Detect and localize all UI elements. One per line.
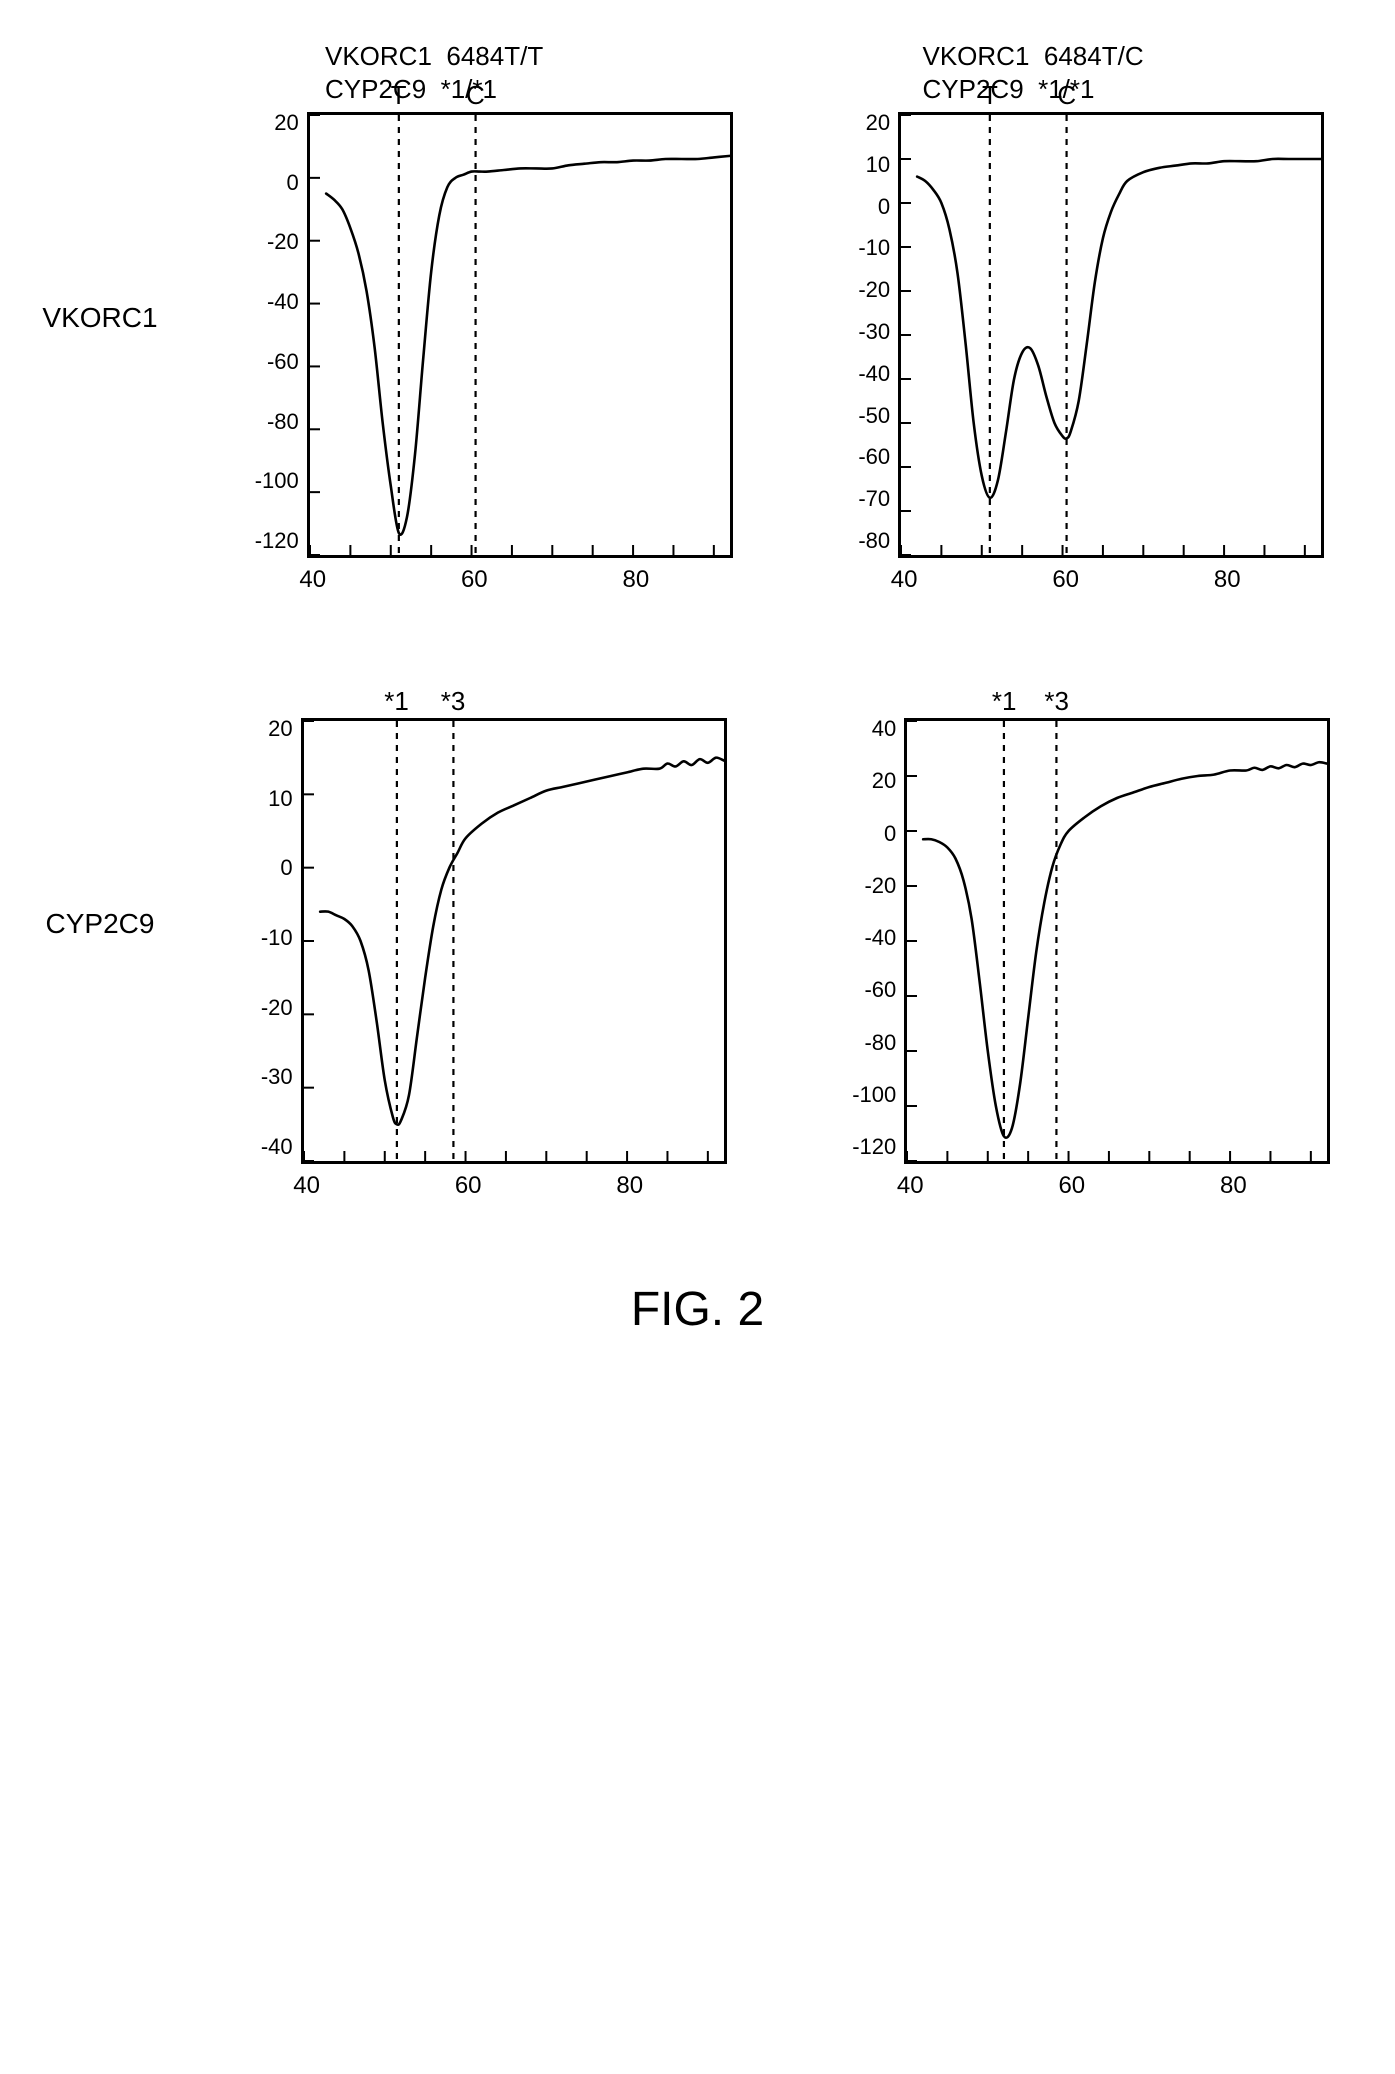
- y-tick-label: 0: [878, 196, 890, 218]
- plot-svg: [310, 115, 730, 555]
- x-axis-labels: 406080: [904, 558, 1324, 596]
- plot-area: *1*3: [301, 718, 727, 1164]
- x-tick-label: 80: [1214, 566, 1241, 594]
- y-tick-label: -20: [864, 875, 896, 897]
- data-curve: [320, 758, 724, 1125]
- marker-label: *3: [1044, 686, 1069, 717]
- y-tick-label: -100: [255, 470, 299, 492]
- row-label: VKORC1: [40, 302, 160, 334]
- y-tick-label: 0: [280, 857, 292, 879]
- x-axis-labels: 406080: [910, 1164, 1330, 1202]
- y-tick-label: -10: [261, 927, 293, 949]
- figure-page: VKORC1 VKORC1 6484T/T CYP2C9 *1/*1 20 0 -20 -…: [40, 40, 1355, 1337]
- plot-wrap: 20 0 -20 -40 -60 -80 -100 -120 TC 40 60 80: [255, 112, 733, 596]
- y-tick-label: -20: [267, 231, 299, 253]
- y-tick-label: -30: [261, 1066, 293, 1088]
- row-label: CYP2C9: [40, 908, 160, 940]
- x-tick-label: 40: [293, 1172, 320, 1200]
- y-tick-label: -60: [864, 979, 896, 1001]
- y-axis-labels: 20 10 0 -10 -20 -30 -40: [261, 718, 301, 1158]
- plot-area: *1*3: [904, 718, 1330, 1164]
- y-tick-label: -40: [261, 1136, 293, 1158]
- marker-label: C: [466, 80, 485, 111]
- plot-area: TC: [307, 112, 733, 558]
- x-tick-label: 80: [622, 566, 649, 594]
- y-tick-label: -40: [267, 291, 299, 313]
- y-tick-label: 20: [866, 112, 890, 134]
- y-tick-label: -80: [864, 1032, 896, 1054]
- plot-svg: [304, 721, 724, 1161]
- y-tick-label: -50: [858, 405, 890, 427]
- y-axis-labels: 20 0 -20 -40 -60 -80 -100 -120: [255, 112, 307, 552]
- y-tick-label: -70: [858, 488, 890, 510]
- marker-label: T: [391, 80, 407, 111]
- plot-svg: [907, 721, 1327, 1161]
- y-tick-label: 0: [287, 172, 299, 194]
- x-tick-label: 60: [1052, 566, 1079, 594]
- y-tick-label: 0: [884, 823, 896, 845]
- y-tick-label: 10: [866, 154, 890, 176]
- y-axis-labels: 20 10 0 -10 -20 -30 -40 -50 -60 -70 -80: [858, 112, 898, 552]
- x-tick-label: 60: [1058, 1172, 1085, 1200]
- marker-label: *1: [384, 686, 409, 717]
- x-tick-label: 60: [461, 566, 488, 594]
- x-tick-label: 40: [299, 566, 326, 594]
- chart-panel: VKORC1 6484T/C CYP2C9 *1/*1 20 10 0 -10 -20 -3…: [828, 40, 1356, 596]
- y-tick-label: -120: [255, 530, 299, 552]
- x-tick-label: 60: [455, 1172, 482, 1200]
- x-tick-label: 40: [897, 1172, 924, 1200]
- y-tick-label: -80: [267, 411, 299, 433]
- data-curve: [923, 762, 1327, 1138]
- y-tick-label: -60: [858, 446, 890, 468]
- marker-label: C: [1057, 80, 1076, 111]
- y-tick-label: -80: [858, 530, 890, 552]
- panel-title: VKORC1 6484T/T CYP2C9 *1/*1: [325, 40, 543, 106]
- y-tick-label: -40: [858, 363, 890, 385]
- y-tick-label: 10: [268, 788, 292, 810]
- plot-svg: [901, 115, 1321, 555]
- x-tick-label: 80: [1220, 1172, 1247, 1200]
- y-tick-label: 40: [872, 718, 896, 740]
- y-tick-label: -120: [852, 1136, 896, 1158]
- y-tick-label: -20: [261, 997, 293, 1019]
- x-tick-label: 40: [891, 566, 918, 594]
- chart-panel: 40200-20-40-60-80-100-120*1*3406080: [828, 646, 1356, 1202]
- figure-caption: FIG. 2: [40, 1282, 1355, 1337]
- y-tick-label: -20: [858, 279, 890, 301]
- plot-wrap: 20 10 0 -10 -20 -30 -40 -50 -60 -70 -80 TC 40 60 80: [858, 112, 1324, 596]
- plot-wrap: 40 20 0 -20 -40 -60 -80 -100 -120 *1*3 40 60 80: [852, 718, 1330, 1202]
- y-tick-label: 20: [872, 770, 896, 792]
- y-tick-label: -10: [858, 237, 890, 259]
- chart-panel: VKORC1 6484T/T CYP2C9 *1/*1 20 0 -20 -40 -60 -…: [230, 40, 758, 596]
- data-curve: [326, 156, 730, 535]
- x-axis-labels: 406080: [313, 558, 733, 596]
- plot-wrap: 20 10 0 -10 -20 -30 -40 *1*3 40 60 80: [261, 718, 727, 1202]
- y-tick-label: -100: [852, 1084, 896, 1106]
- x-axis-labels: 406080: [307, 1164, 727, 1202]
- panel-title: VKORC1 6484T/C CYP2C9 *1/*1: [923, 40, 1144, 106]
- y-tick-label: -60: [267, 351, 299, 373]
- x-tick-label: 80: [616, 1172, 643, 1200]
- y-tick-label: 20: [274, 112, 298, 134]
- y-tick-label: 20: [268, 718, 292, 740]
- data-curve: [917, 159, 1321, 498]
- chart-panel: 20100-10-20-30-40*1*3406080: [230, 646, 758, 1202]
- marker-label: T: [982, 80, 998, 111]
- y-axis-labels: 40 20 0 -20 -40 -60 -80 -100 -120: [852, 718, 904, 1158]
- y-tick-label: -30: [858, 321, 890, 343]
- plot-area: TC: [898, 112, 1324, 558]
- marker-label: *3: [441, 686, 466, 717]
- panel-grid: VKORC1 VKORC1 6484T/T CYP2C9 *1/*1 20 0 -20 -…: [40, 40, 1355, 1202]
- marker-label: *1: [992, 686, 1017, 717]
- y-tick-label: -40: [864, 927, 896, 949]
